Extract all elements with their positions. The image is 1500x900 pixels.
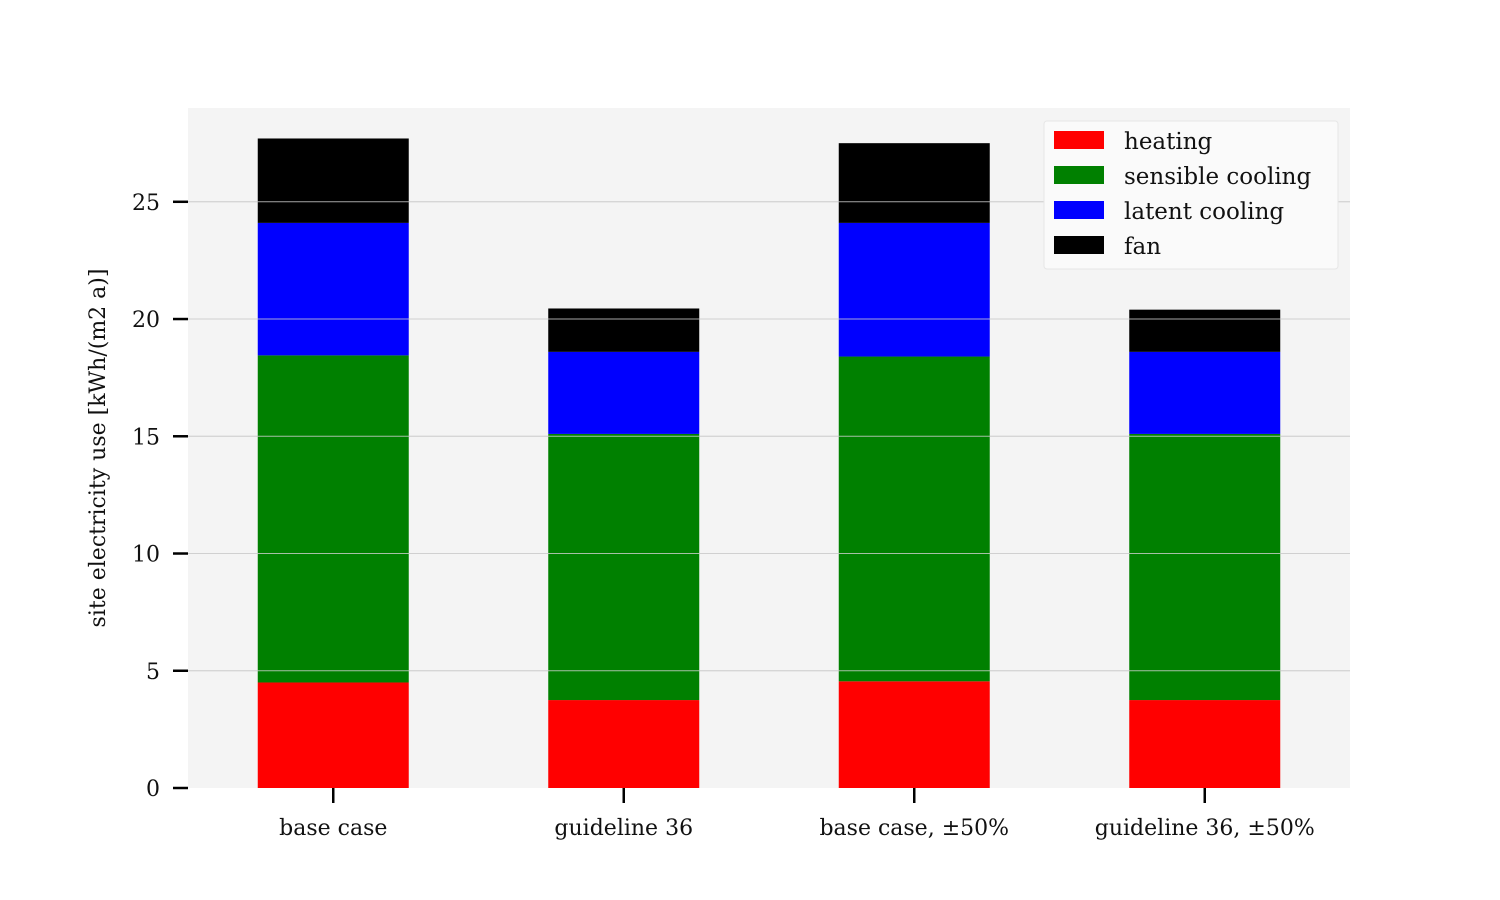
- y-axis: 0 5 10 15 20 25: [132, 191, 188, 802]
- bar-fan: [548, 308, 700, 352]
- y-tick-label: 5: [146, 660, 160, 685]
- bar-sensible-cooling: [257, 355, 409, 683]
- bar-heating: [838, 681, 990, 788]
- bar-fan: [257, 138, 409, 223]
- x-tick-label: guideline 36, ±50%: [1095, 816, 1315, 841]
- legend: heating sensible cooling latent cooling fan: [1043, 120, 1339, 270]
- bar-latent-cooling: [1129, 351, 1281, 434]
- bar-latent-cooling: [548, 351, 700, 434]
- legend-swatch: [1054, 201, 1104, 219]
- bar-heating: [548, 700, 700, 788]
- y-tick-label: 15: [132, 425, 160, 450]
- y-tick-label: 10: [132, 543, 160, 568]
- legend-swatch: [1054, 166, 1104, 184]
- bar-sensible-cooling: [838, 356, 990, 682]
- legend-box: [1043, 120, 1339, 270]
- legend-swatch: [1054, 131, 1104, 149]
- y-tick-label: 25: [132, 191, 160, 216]
- bar-sensible-cooling: [1129, 433, 1281, 701]
- y-axis-title: site electricity use [kWh/(m2 a)]: [86, 269, 111, 628]
- bar-heating: [1129, 700, 1281, 788]
- legend-label: sensible cooling: [1124, 164, 1311, 190]
- legend-label: fan: [1124, 234, 1161, 260]
- bar-heating: [257, 682, 409, 788]
- bar-sensible-cooling: [548, 433, 700, 701]
- y-tick-label: 0: [146, 777, 160, 802]
- bars: [188, 138, 1350, 788]
- bar-fan: [838, 143, 990, 223]
- legend-swatch: [1054, 236, 1104, 254]
- bar-latent-cooling: [257, 222, 409, 356]
- bar-fan: [1129, 309, 1281, 352]
- legend-label: latent cooling: [1124, 199, 1284, 225]
- y-tick-label: 20: [132, 308, 160, 333]
- x-tick-label: guideline 36: [554, 816, 693, 841]
- x-tick-label: base case, ±50%: [819, 816, 1009, 841]
- x-axis: base case guideline 36 base case, ±50% guid…: [279, 788, 1315, 841]
- x-tick-label: base case: [279, 816, 387, 841]
- legend-label: heating: [1124, 129, 1213, 155]
- bar-latent-cooling: [838, 222, 990, 357]
